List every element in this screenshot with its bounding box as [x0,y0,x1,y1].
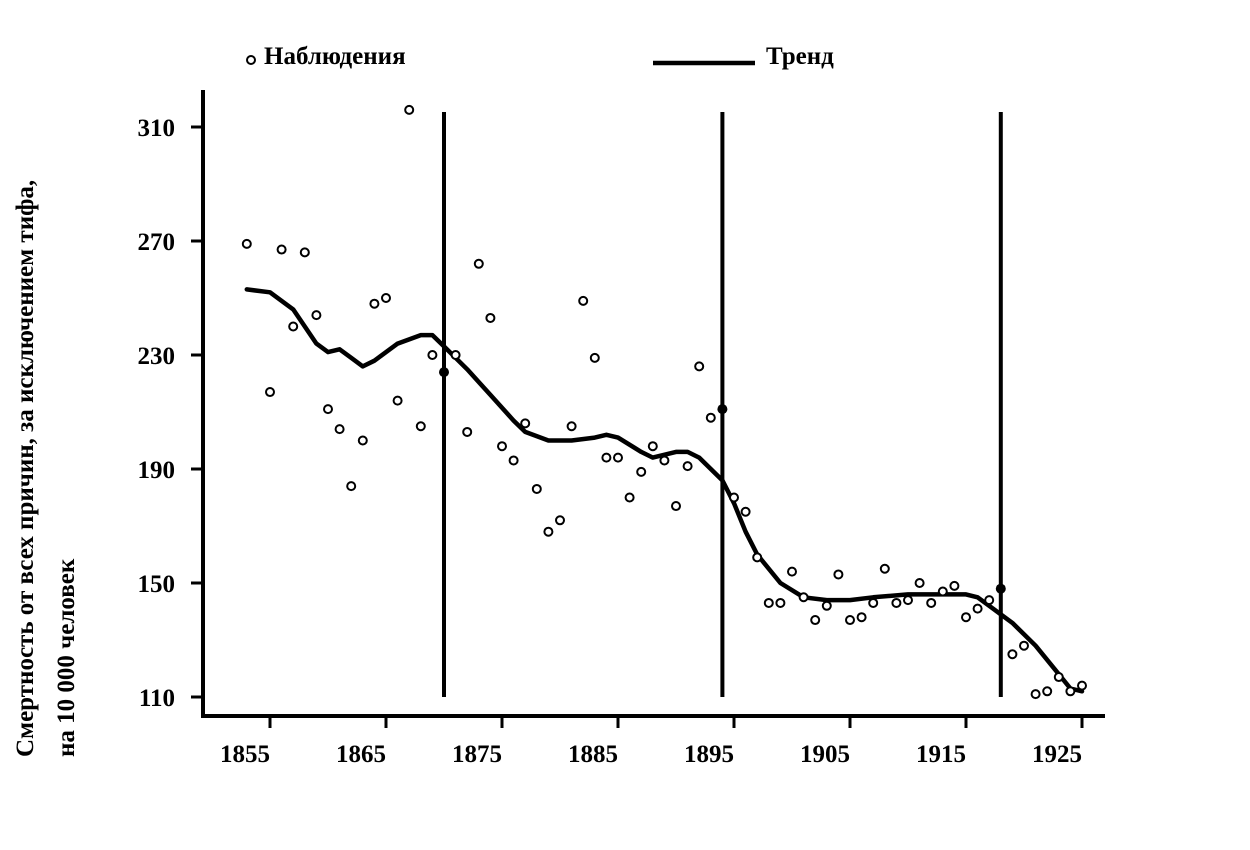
observation-point [299,247,310,258]
observation-point [984,595,995,606]
observation-point [578,295,589,306]
legend-trend-label: Тренд [766,43,834,70]
y-tick-label: 190 [138,457,176,484]
observation-point [357,435,368,446]
x-tick-label: 1925 [1032,741,1082,768]
y-tick-label: 310 [138,115,176,142]
observation-point [415,421,426,432]
observation-point [845,615,855,626]
y-ticks: 110 150 190 230 270 310 [138,115,203,712]
observation-point [879,563,890,574]
observation-point [323,404,333,415]
observation-point [926,597,937,608]
observation-point [659,455,670,466]
observation-point [427,350,438,360]
observation-point [613,452,623,463]
y-tick-label: 270 [138,229,176,256]
observation-point [937,586,948,597]
observation-point [949,580,960,591]
x-tick-label: 1895 [684,741,734,768]
breakpoint-markers [439,367,1006,594]
y-axis-label: Смертность от всех причин, за исключение… [12,180,80,757]
observation-point [543,526,554,537]
observation-point [624,492,635,503]
observation-point [740,506,751,517]
observation-point [265,387,275,398]
x-tick-label: 1905 [800,741,850,768]
y-tick-label: 230 [138,343,176,370]
observation-point [868,597,879,608]
x-tick-label: 1855 [220,741,270,768]
observation-point [972,603,983,614]
y-tick-label: 110 [139,685,175,712]
legend-observations-label: Наблюдения [264,43,406,70]
observation-point [276,244,287,255]
observation-point [1065,686,1076,697]
x-ticks: 1855 1865 1875 1885 1895 1905 1915 1925 [220,716,1084,768]
observation-point [647,441,658,452]
observation-point [462,426,473,437]
trend-series-line [244,287,1085,694]
x-tick-label: 1885 [568,741,618,768]
breakpoint-marker [717,404,728,415]
observation-point [856,612,867,623]
observation-points [241,104,1087,700]
observation-point [833,569,844,580]
y-axis-label-line-1: Смертность от всех причин, за исключение… [12,180,39,757]
observation-point [473,258,484,269]
observation-point [1007,649,1018,660]
observation-point [1042,686,1053,697]
observation-point [682,461,693,472]
observation-point [334,424,345,435]
observation-point [311,310,322,321]
observation-point [798,592,809,603]
observation-point [671,501,681,512]
observation-point [1077,680,1087,691]
legend-observations-marker [246,55,256,65]
legend: Наблюдения Тренд [246,43,834,70]
observation-point [288,321,299,332]
y-axis-label-line-2: на 10 000 человек [53,558,80,757]
observation-point [636,466,647,477]
observation-point [450,350,461,360]
observation-point [485,312,496,323]
observation-point [601,452,612,463]
observation-point [694,361,705,372]
observation-point [497,441,507,452]
observation-point [752,552,763,563]
observation-point [1019,640,1029,651]
breakpoint-marker [439,367,449,378]
y-tick-label: 150 [138,571,176,598]
observation-point [775,597,786,608]
x-tick-label: 1875 [452,741,502,768]
observation-point [763,597,774,608]
observation-point [1053,672,1064,683]
observation-point [531,483,542,494]
observation-point [810,615,821,626]
observation-point [821,600,832,611]
observation-point [241,238,252,249]
observation-point [961,612,971,623]
breakpoint-marker [995,583,1006,594]
observation-point [787,566,797,577]
observation-point [914,578,925,588]
observation-point [555,515,565,526]
x-tick-label: 1865 [336,741,386,768]
x-tick-label: 1915 [916,741,966,768]
observation-point [729,492,739,503]
observation-point [903,595,913,606]
observation-point [392,395,403,406]
observation-point [508,455,519,466]
observation-point [566,421,577,432]
observation-point [1030,689,1041,700]
observation-point [520,418,531,429]
observation-point [346,481,357,492]
observation-point [404,104,415,115]
observation-point [369,298,380,309]
observation-point [891,597,902,608]
observation-point [705,412,716,423]
observation-point [381,293,391,303]
observation-point [589,352,600,363]
